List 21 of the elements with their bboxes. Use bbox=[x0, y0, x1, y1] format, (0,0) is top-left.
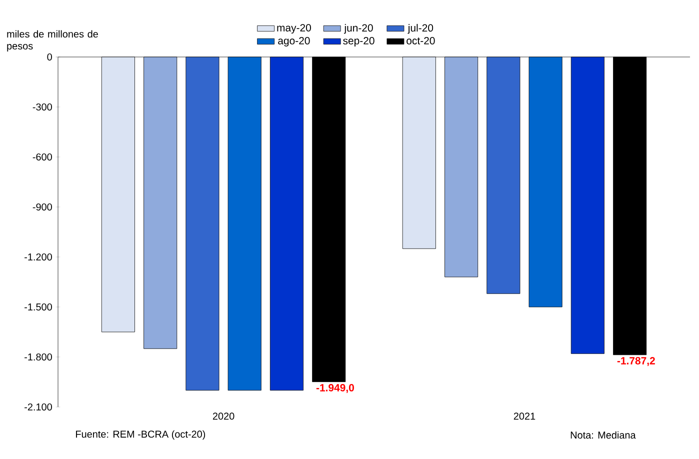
data-label: -1.787,2 bbox=[617, 357, 655, 366]
y-tick-label: -300 bbox=[32, 103, 52, 111]
y-axis-title: miles de millones de pesos bbox=[7, 30, 98, 52]
y-tick-label: 0 bbox=[47, 53, 52, 61]
legend-label: jun-20 bbox=[344, 24, 373, 34]
y-tick-label: -1.800 bbox=[24, 353, 52, 361]
source-note: Fuente: REM -BCRA (oct-20) bbox=[76, 430, 206, 440]
legend-label: may-20 bbox=[277, 24, 311, 34]
y-tick-label: -1.200 bbox=[24, 253, 52, 261]
y-tick-label: -600 bbox=[32, 153, 52, 161]
x-tick-label: 2021 bbox=[514, 412, 536, 420]
legend-label: ago-20 bbox=[278, 37, 310, 46]
y-tick-label: -1.500 bbox=[24, 303, 52, 311]
legend-label: jul-20 bbox=[408, 24, 434, 34]
x-tick-label: 2020 bbox=[212, 412, 234, 420]
y-tick-label: -2.100 bbox=[24, 403, 52, 411]
text: Nota: Mediana bbox=[570, 431, 636, 439]
legend-label: oct-20 bbox=[406, 37, 435, 44]
legend-label: sep-20 bbox=[343, 37, 374, 46]
y-tick-label: -900 bbox=[32, 203, 52, 211]
data-label: -1.949,0 bbox=[316, 384, 354, 393]
